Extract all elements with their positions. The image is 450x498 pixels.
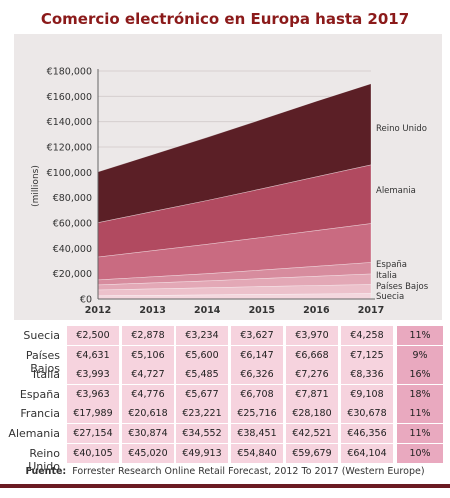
chart-title: Comercio electrónico en Europa hasta 201… <box>40 10 410 28</box>
table-cell: €4,631 <box>67 345 119 365</box>
table-cell: €4,776 <box>122 384 174 404</box>
source-label: Fuente: <box>25 466 67 477</box>
y-tick-label: €0 <box>80 295 92 306</box>
series-end-label: Italia <box>376 271 397 281</box>
table-cell: €6,147 <box>231 345 283 365</box>
table-cell: €8,336 <box>341 365 393 385</box>
y-axis-label: (millions) <box>31 165 41 207</box>
table-cell: €27,154 <box>67 424 119 443</box>
y-tick-label: €160,000 <box>47 92 92 103</box>
growth-cell: 16% <box>397 365 443 385</box>
x-tick-label: 2013 <box>139 305 165 316</box>
series-end-label: Alemania <box>376 186 416 196</box>
x-tick-label: 2016 <box>303 305 330 316</box>
table-cell: €3,627 <box>231 326 283 345</box>
y-tick-label: €140,000 <box>47 117 92 128</box>
table-cell: €30,678 <box>341 404 393 424</box>
growth-cell: 9% <box>397 345 443 365</box>
x-tick-label: 2012 <box>85 305 111 316</box>
table-cell: €42,521 <box>286 424 338 443</box>
table-row: Países Bajos €4,631 €5,106 €5,600 €6,147 €6,6… <box>0 345 450 375</box>
table-cell: €6,326 <box>231 365 283 385</box>
table-cell: €6,668 <box>286 345 338 365</box>
y-tick-label: €20,000 <box>53 269 92 280</box>
table-cell: €3,970 <box>286 326 338 345</box>
row-label: Reino Unido <box>28 446 60 473</box>
table-cell: €6,708 <box>231 384 283 404</box>
table-cell: €17,989 <box>67 404 119 424</box>
source-text: Forrester Research Online Retail Forecas… <box>72 466 425 477</box>
table-cell: €3,993 <box>67 365 119 385</box>
table-row: Reino Unido €40,105 €45,020 €49,913 €54,840 €… <box>0 443 450 473</box>
table-cell: €38,451 <box>231 424 283 443</box>
table-row: Francia €17,989 €20,618 €23,221 €25,716 €28,1… <box>0 404 450 424</box>
series-end-label: Suecia <box>376 292 404 302</box>
table-row: España €3,963 €4,776 €5,677 €6,708 €7,871 €9,1… <box>0 384 450 405</box>
table-cell: €4,258 <box>341 326 393 345</box>
table-cell: €3,963 <box>67 384 119 404</box>
growth-cell: 11% <box>397 424 443 443</box>
row-label: España <box>19 387 60 401</box>
growth-cell: 18% <box>397 384 443 404</box>
table-cell: €59,679 <box>286 443 338 463</box>
table-cell: €28,180 <box>286 404 338 424</box>
table-cell: €23,221 <box>176 404 228 424</box>
row-label: Países Bajos <box>25 348 60 375</box>
table-cell: €40,105 <box>67 443 119 463</box>
table-cell: €5,106 <box>122 345 174 365</box>
table-cell: €20,618 <box>122 404 174 424</box>
y-tick-label: €80,000 <box>53 193 92 204</box>
growth-cell: 11% <box>397 404 443 424</box>
table-cell: €64,104 <box>341 443 393 463</box>
row-label: Suecia <box>23 329 60 342</box>
table-cell: €30,874 <box>122 424 174 443</box>
table-cell: €3,234 <box>176 326 228 345</box>
area-chart: €0 €20,000 €40,000 €60,000 €80,000 €100,000 €1… <box>31 67 429 317</box>
table-cell: €4,727 <box>122 365 174 385</box>
series-end-label: España <box>376 260 407 270</box>
y-tick-label: €180,000 <box>47 67 92 78</box>
x-tick-label: 2015 <box>249 305 275 316</box>
y-tick-label: €60,000 <box>53 219 92 230</box>
table-cell: €34,552 <box>176 424 228 443</box>
series-end-label: Países Bajos <box>376 282 429 292</box>
table-cell: €7,125 <box>341 345 393 365</box>
table-cell: €54,840 <box>231 443 283 463</box>
y-tick-label: €120,000 <box>47 143 92 154</box>
x-tick-label: 2014 <box>194 305 221 316</box>
growth-cell: 10% <box>397 443 443 463</box>
table-cell: €7,276 <box>286 365 338 385</box>
table-cell: €5,677 <box>176 384 228 404</box>
growth-cell: 11% <box>397 326 443 345</box>
table-cell: €7,871 <box>286 384 338 404</box>
table-cell: €46,356 <box>341 424 393 443</box>
table-row: Suecia €2,500 €2,878 €3,234 €3,627 €3,970 €4,2… <box>0 326 450 346</box>
table-cell: €2,878 <box>122 326 174 345</box>
table-row: Alemania €27,154 €30,874 €34,552 €38,451 €42,… <box>0 424 450 444</box>
table-cell: €9,108 <box>341 384 393 404</box>
table-cell: €49,913 <box>176 443 228 463</box>
row-label: Francia <box>20 407 60 421</box>
table-cell: €25,716 <box>231 404 283 424</box>
row-label: Italia <box>32 368 60 382</box>
table-row: Italia €3,993 €4,727 €5,485 €6,326 €7,276 €8,3… <box>0 365 450 385</box>
x-tick-label: 2017 <box>358 305 384 316</box>
table-cell: €45,020 <box>122 443 174 463</box>
footer-bar <box>0 484 450 488</box>
row-label: Alemania <box>8 427 60 440</box>
y-tick-label: €100,000 <box>47 168 92 179</box>
table-cell: €2,500 <box>67 326 119 345</box>
table-cell: €5,600 <box>176 345 228 365</box>
y-tick-label: €40,000 <box>53 244 92 255</box>
table-cell: €5,485 <box>176 365 228 385</box>
source-note: Fuente: Forrester Research Online Retail… <box>0 466 450 477</box>
series-end-label: Reino Unido <box>376 124 427 134</box>
